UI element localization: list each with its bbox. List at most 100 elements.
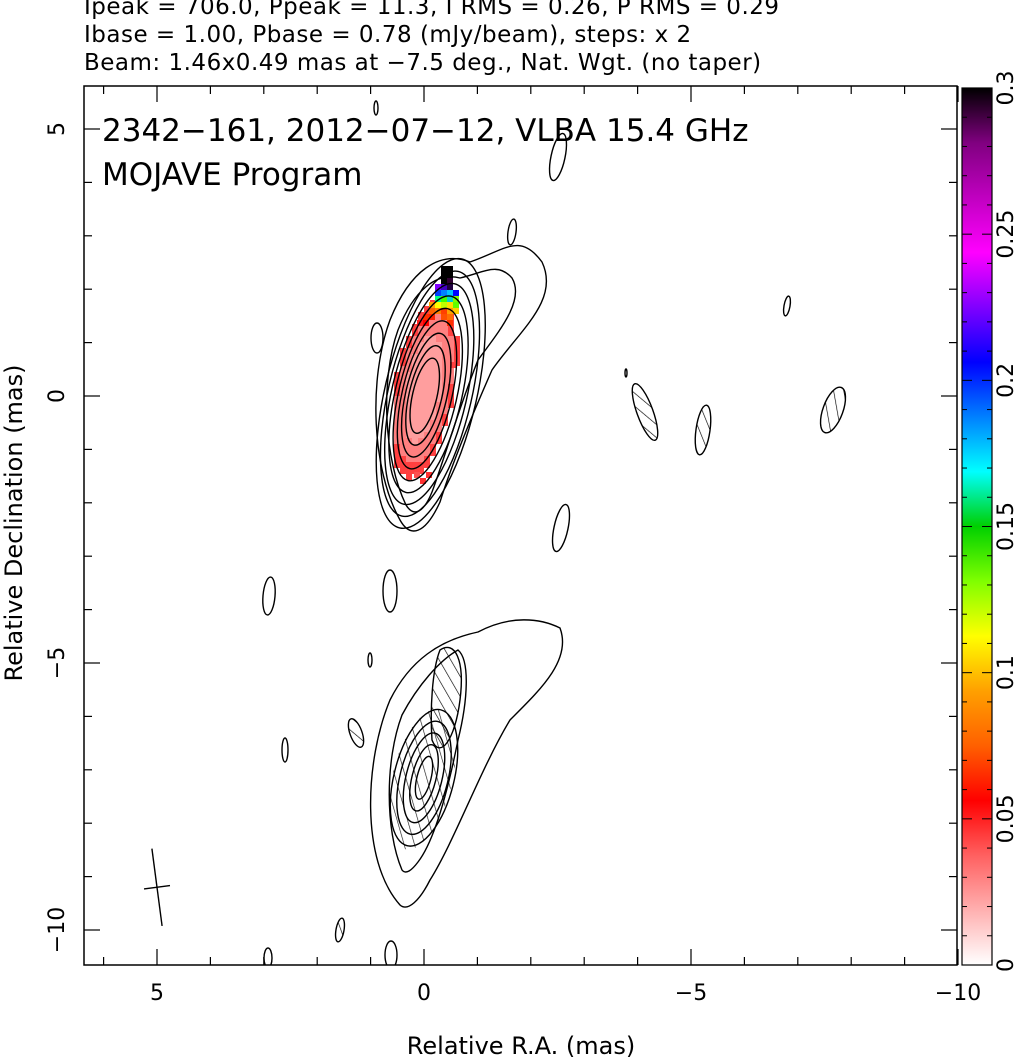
pol-pixel: [436, 354, 442, 360]
pol-pixel: [424, 402, 430, 408]
colorbar-tick-label: 0.2: [994, 363, 1019, 398]
pol-pixel-high: [447, 272, 453, 278]
jet-outer-contour: [369, 619, 564, 908]
pol-pixel: [448, 402, 454, 408]
pol-pixel: [418, 384, 424, 390]
pol-pixel: [406, 426, 412, 432]
noise-contour-islands: [262, 100, 847, 965]
noise-island: [281, 737, 289, 763]
pol-pixel: [418, 372, 424, 378]
pol-pixel: [436, 432, 442, 438]
x-tick-label: 5: [150, 981, 164, 1006]
pol-pixel-high: [441, 308, 447, 314]
pol-pixel: [436, 336, 442, 342]
colorbar-tick-label: 0.25: [994, 210, 1019, 259]
pol-pixel-high: [447, 302, 453, 308]
noise-island: [631, 382, 659, 442]
pol-pixel-high: [441, 278, 447, 284]
pol-pixel: [394, 402, 400, 408]
noise-island: [694, 404, 712, 456]
noise-island: [548, 132, 568, 182]
pol-pixel: [406, 468, 412, 474]
pol-pixel: [418, 378, 424, 384]
pol-pixel: [436, 324, 442, 330]
pol-pixel: [430, 360, 436, 366]
pol-pixel: [418, 456, 424, 462]
pol-pixel-high: [441, 296, 447, 302]
pol-pixel: [406, 444, 412, 450]
pol-pixel: [430, 402, 436, 408]
pol-pixel: [418, 414, 424, 420]
pol-pixel: [448, 384, 454, 390]
x-tick-label: −10: [935, 981, 981, 1006]
pol-pixel: [436, 342, 442, 348]
pol-pixel: [412, 426, 418, 432]
core-contour: [409, 357, 441, 434]
pol-pixel: [412, 462, 418, 468]
colorbar-tick-label: 0.15: [994, 502, 1019, 551]
pol-pixel: [430, 366, 436, 372]
pol-pixel: [424, 450, 430, 456]
pol-pixel: [412, 402, 418, 408]
y-tick-label: −10: [45, 907, 70, 953]
noise-island: [347, 718, 365, 748]
core-contour: [400, 332, 452, 458]
pol-pixel: [394, 384, 400, 390]
pol-pixel: [412, 408, 418, 414]
pol-pixel: [412, 378, 418, 384]
pol-pixel: [436, 426, 442, 432]
pol-pixel: [418, 360, 424, 366]
pol-pixel: [406, 408, 412, 414]
core-contour: [388, 295, 469, 494]
pol-pixel: [394, 450, 400, 456]
pol-pixel: [448, 342, 454, 348]
pol-pixel: [442, 390, 448, 396]
pol-pixel-high: [423, 314, 429, 320]
pol-pixel: [418, 426, 424, 432]
pol-pixel: [400, 420, 406, 426]
pol-pixel: [400, 462, 406, 468]
pol-pixel: [412, 414, 418, 420]
pol-pixel: [412, 450, 418, 456]
noise-island: [819, 386, 847, 434]
noise-island: [370, 322, 384, 354]
pol-pixel: [436, 390, 442, 396]
pol-pixel: [430, 324, 436, 330]
pol-pixel-high: [447, 278, 453, 284]
pol-pixel: [442, 330, 448, 336]
pol-pixel: [400, 414, 406, 420]
pol-pixel: [418, 402, 424, 408]
pol-pixel-high: [447, 320, 453, 326]
noise-island: [367, 652, 373, 668]
pol-pixel: [400, 396, 406, 402]
pol-pixel: [430, 390, 436, 396]
pol-pixel: [418, 390, 424, 396]
pol-pixel-high: [441, 314, 447, 320]
y-tick-label: −5: [45, 647, 70, 679]
pol-pixel: [412, 444, 418, 450]
pol-pixel: [430, 432, 436, 438]
pol-pixel-high: [447, 314, 453, 320]
pol-pixel: [412, 432, 418, 438]
y-tick-label: 5: [45, 122, 70, 136]
pol-pixel: [430, 378, 436, 384]
pol-pixel: [448, 336, 454, 342]
pol-pixel-high: [447, 308, 453, 314]
core-contour: [383, 282, 475, 506]
pol-pixel: [418, 312, 424, 318]
pol-pixel: [394, 462, 400, 468]
pol-pixel-high: [435, 302, 441, 308]
pol-pixel: [454, 336, 460, 342]
pol-pixel: [430, 420, 436, 426]
pol-pixel-high: [441, 266, 447, 272]
pol-pixel: [418, 438, 424, 444]
pol-pixel: [418, 420, 424, 426]
pol-pixel: [400, 450, 406, 456]
pol-pixel-high: [447, 296, 453, 302]
pol-pixel: [430, 318, 436, 324]
core-contour: [392, 307, 464, 482]
pol-pixel: [424, 396, 430, 402]
pol-pixel: [412, 366, 418, 372]
pol-pixel: [430, 384, 436, 390]
pol-pixel-high: [453, 302, 459, 308]
